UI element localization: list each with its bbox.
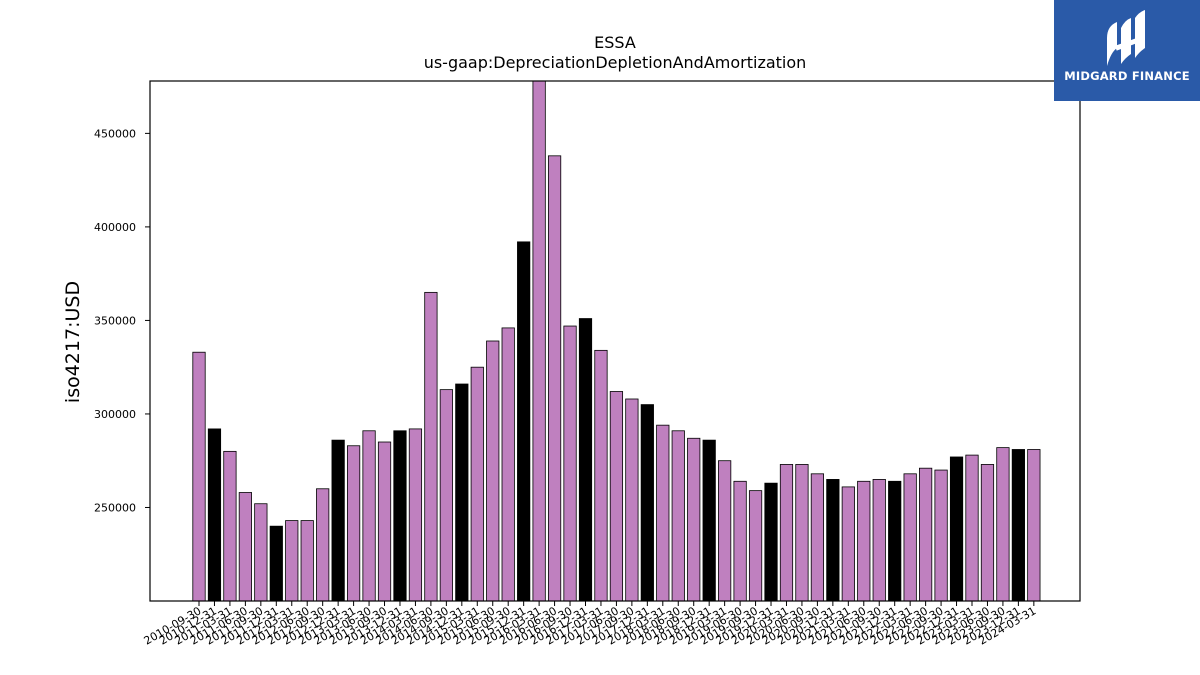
y-tick-label: 250000 [94,501,136,514]
bar-2010-12-31 [207,428,222,602]
bar-2016-06-30 [547,155,562,602]
bar-2010-09-30 [192,351,206,602]
midgard-logo-icon [1107,10,1145,66]
bar-2015-12-31 [517,241,531,602]
bar-2014-03-31 [408,428,423,602]
chart-title: ESSA [594,33,636,52]
plot-frame [149,80,1081,602]
bar-2022-12-31 [949,456,964,602]
bar-2016-09-30 [563,325,577,602]
bar-2019-06-30 [733,480,747,602]
bar-2017-12-31 [640,404,654,602]
bar-2018-09-30 [687,437,701,602]
bar-2017-06-30 [609,391,624,602]
x-axis: 2010-09-302010-12-312011-03-312011-06-30… [142,601,1038,648]
bar-2019-03-31 [718,460,732,602]
bar-2016-03-31 [532,80,546,602]
bar-2014-09-30 [439,389,453,602]
y-tick-label: 350000 [94,314,136,327]
midgard-finance-logo: MIDGARD FINANCE [1054,0,1200,101]
bar-2013-03-31 [346,445,361,602]
chart-subtitle: us-gaap:DepreciationDepletionAndAmortiza… [424,53,807,72]
bar-2018-12-31 [702,439,716,602]
bar-2012-09-30 [316,488,330,602]
bar-2013-06-30 [362,430,376,602]
bar-2012-12-31 [331,439,345,602]
bar-2021-09-30 [872,479,886,602]
bar-2022-03-31 [903,473,917,602]
bar-2012-03-31 [285,520,299,602]
bar-2021-06-30 [857,480,871,602]
bar-2011-12-31 [269,525,283,602]
bar-2022-06-30 [919,467,933,602]
y-axis: 250000 300000 350000 400000 450000 [94,127,150,514]
bar-2012-06-30 [300,520,314,602]
bar-2015-06-30 [486,340,500,602]
bar-2015-09-30 [501,327,515,602]
bar-2018-06-30 [671,430,685,602]
logo-text: MIDGARD FINANCE [1064,69,1190,83]
bar-2018-03-31 [656,424,670,602]
bar-2023-12-31 [1011,449,1025,602]
bar-2011-06-30 [238,492,252,602]
bar-2011-03-31 [223,450,237,602]
bar-2014-06-30 [424,291,438,602]
bar-2019-09-30 [748,490,763,602]
bar-2017-03-31 [594,349,608,602]
y-tick-label: 400000 [94,221,136,234]
bar-2020-09-30 [810,473,825,602]
bar-2017-09-30 [625,398,639,602]
bar-2013-12-31 [393,430,407,602]
y-axis-label: iso4217:USD [62,281,84,403]
bar-2020-06-30 [795,464,809,602]
bar-2020-12-31 [826,479,840,602]
bar-2014-12-31 [455,383,469,602]
bar-2021-03-31 [841,486,855,602]
bar-2013-09-30 [377,441,392,602]
y-tick-label: 450000 [94,127,136,140]
bar-2015-03-31 [470,366,484,602]
bar-2020-03-31 [779,464,794,602]
bar-2021-12-31 [888,480,902,602]
bar-2022-09-30 [934,469,948,602]
bar-2023-03-31 [965,454,979,602]
bar-2016-12-31 [578,318,593,602]
y-tick-label: 300000 [94,408,136,421]
bar-2011-09-30 [254,503,268,602]
bar-series [192,80,1041,602]
bar-2019-12-31 [764,482,778,602]
bar-2024-03-31 [1027,449,1041,602]
bar-2023-09-30 [996,447,1010,602]
bar-2023-06-30 [980,464,995,602]
